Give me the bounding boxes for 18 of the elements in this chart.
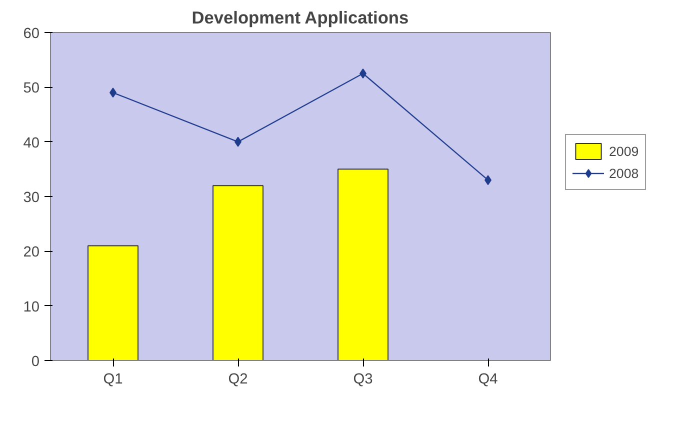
y-tick-label: 0 <box>31 354 40 370</box>
x-tick-label: Q4 <box>478 372 498 388</box>
bar <box>88 245 138 360</box>
legend-label: 2008 <box>609 166 639 180</box>
y-tick-label: 40 <box>23 135 40 152</box>
x-tick-label: Q3 <box>353 372 373 388</box>
bar <box>212 185 264 360</box>
y-tick-label: 60 <box>23 26 40 42</box>
y-tick-label: 30 <box>23 190 40 206</box>
x-tick-label: Q2 <box>228 372 248 388</box>
legend-label: 2009 <box>609 144 639 158</box>
y-tick-label: 50 <box>23 80 40 97</box>
x-tick-label: Q1 <box>103 372 123 388</box>
y-tick-label: 10 <box>23 299 40 316</box>
bar <box>338 168 388 360</box>
point <box>360 68 366 78</box>
y-tick-label: 20 <box>23 244 40 261</box>
chart-title: Development Applications <box>192 8 409 28</box>
